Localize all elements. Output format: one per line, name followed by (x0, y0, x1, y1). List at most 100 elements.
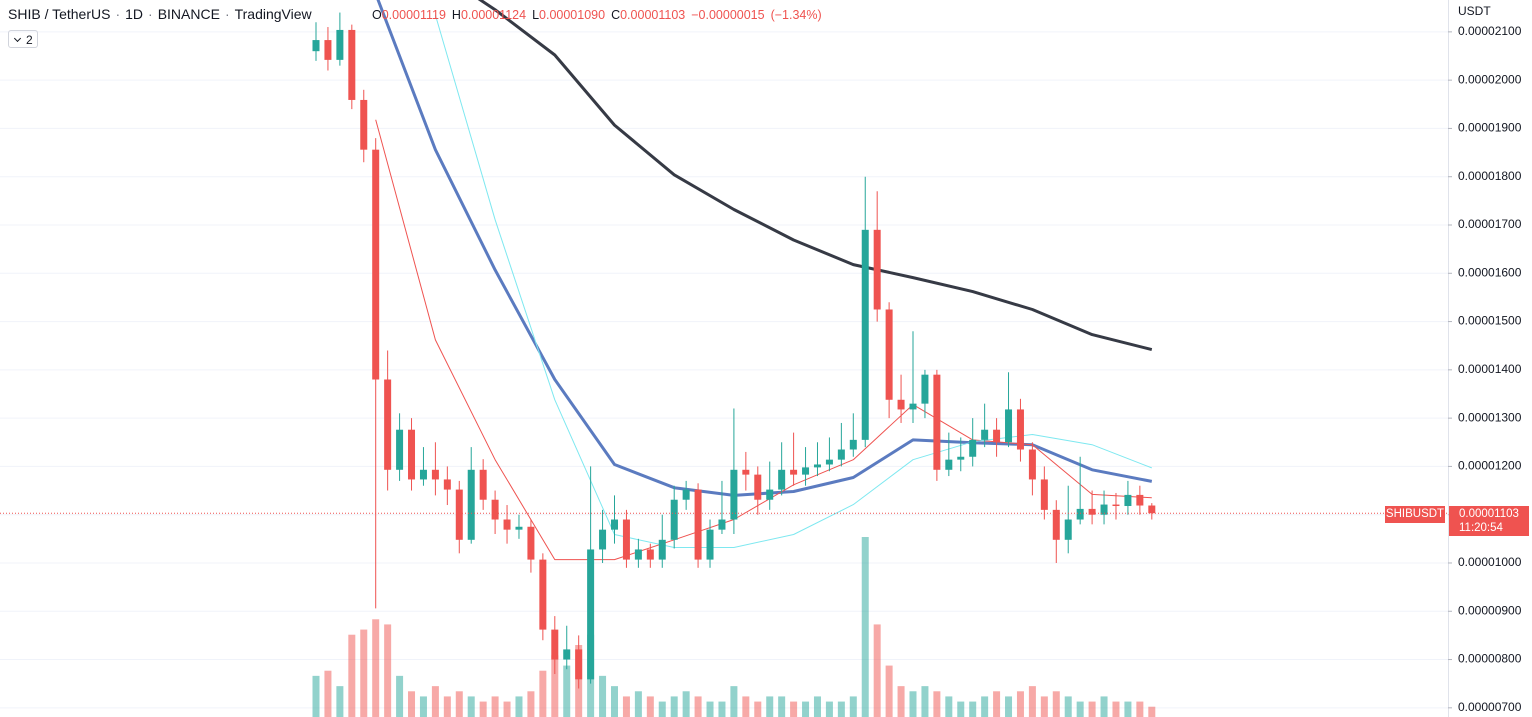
candle-body (933, 374, 941, 470)
volume-bar (599, 675, 607, 717)
volume-bar (527, 691, 535, 717)
volume-bar (885, 665, 893, 717)
volume-bar (694, 696, 702, 717)
low-value: 0.00001090 (539, 8, 606, 22)
volume-bar (634, 691, 642, 717)
indicator-toggle[interactable]: 2 (8, 30, 38, 48)
candle-body (873, 229, 881, 310)
close-label: C (611, 8, 621, 22)
candle-body (646, 549, 654, 560)
candle-body (599, 529, 607, 550)
volume-bar (431, 686, 439, 717)
y-tick-label: 0.00000700 (1458, 700, 1522, 714)
candle-body (1112, 504, 1120, 507)
volume-bar (515, 696, 523, 717)
change-percent: (−1.34%) (770, 8, 822, 22)
volume-bar (861, 537, 869, 717)
last-price: 0.00001103 (1459, 508, 1519, 520)
open-label: O (372, 8, 382, 22)
candle-body (443, 479, 451, 490)
candle-body (587, 549, 595, 680)
candle-body (563, 649, 571, 660)
candle-body (742, 469, 750, 475)
candle-body (790, 469, 798, 475)
candle-body (813, 464, 821, 468)
volume-bar (551, 655, 559, 717)
candle-body (885, 309, 893, 400)
separator: · (224, 6, 230, 22)
volume-bar (336, 686, 344, 717)
volume-bar (742, 696, 750, 717)
volume-bar (658, 701, 666, 717)
open-value: 0.00001119 (381, 8, 446, 22)
y-tick-label: 0.00001600 (1458, 265, 1522, 279)
candle-body (718, 519, 726, 530)
candle-body (921, 374, 929, 404)
source: TradingView (234, 6, 312, 22)
candle-body (1064, 519, 1072, 540)
volume-bar (312, 675, 320, 717)
candle-body (384, 379, 392, 470)
volume-bar (1064, 696, 1072, 717)
volume-bar (825, 701, 833, 717)
candle-body (802, 467, 810, 475)
candle-body (1052, 509, 1060, 540)
candle-body (324, 40, 332, 60)
volume-bar (372, 619, 380, 717)
volume-bar (455, 691, 463, 717)
volume-bar (384, 624, 392, 717)
volume-bar (754, 701, 762, 717)
volume-bar (611, 686, 618, 717)
separator: · (148, 6, 153, 22)
candle-body (515, 526, 523, 530)
volume-bar (503, 701, 511, 717)
volume-bar (467, 696, 475, 717)
candle-body (754, 474, 762, 500)
candle-body (1088, 508, 1096, 515)
y-tick-label: 0.00001300 (1458, 410, 1522, 424)
volume-bar (622, 696, 630, 717)
symbol-title: SHIB / TetherUS (8, 6, 111, 22)
candle-body (682, 489, 690, 500)
candle-body (634, 549, 642, 560)
candle-body (909, 403, 917, 410)
candle-body (539, 559, 547, 630)
volume-bar (945, 696, 953, 717)
volume-bar (849, 696, 857, 717)
change: −0.00000015 (691, 8, 765, 22)
candle-body (957, 456, 965, 460)
candle-body (1076, 508, 1084, 520)
volume-bar (491, 696, 499, 717)
volume-bar (981, 696, 989, 717)
candle-body (336, 29, 344, 60)
volume-bar (479, 701, 487, 717)
y-tick-label: 0.00001800 (1458, 169, 1522, 183)
candle-body (1148, 505, 1156, 514)
candle-body (993, 429, 1001, 443)
candle-body (1136, 494, 1144, 506)
high-label: H (451, 8, 461, 22)
candle-body (825, 459, 833, 465)
y-tick-label: 0.00002000 (1458, 72, 1522, 86)
candle-body (981, 429, 989, 440)
candle-body (1124, 494, 1132, 507)
y-tick-label: 0.00000900 (1458, 603, 1522, 617)
interval[interactable]: 1D (125, 6, 144, 22)
candle-body (837, 449, 845, 460)
currency-selector[interactable]: USDT (1458, 4, 1491, 18)
y-tick-label: 0.00001400 (1458, 362, 1522, 376)
candle-body (551, 629, 559, 660)
candle-body (1028, 449, 1036, 480)
volume-bar (539, 670, 547, 717)
candle-body (419, 469, 427, 480)
volume-bar (1052, 691, 1060, 717)
candle-body (1040, 479, 1048, 510)
volume-bar (682, 691, 690, 717)
candle-body (1016, 409, 1024, 450)
volume-bar (1076, 701, 1084, 717)
volume-bar (730, 686, 738, 717)
close-value: 0.00001103 (620, 8, 686, 22)
volume-bar (969, 701, 977, 717)
countdown: 11:20:54 (1459, 522, 1503, 534)
